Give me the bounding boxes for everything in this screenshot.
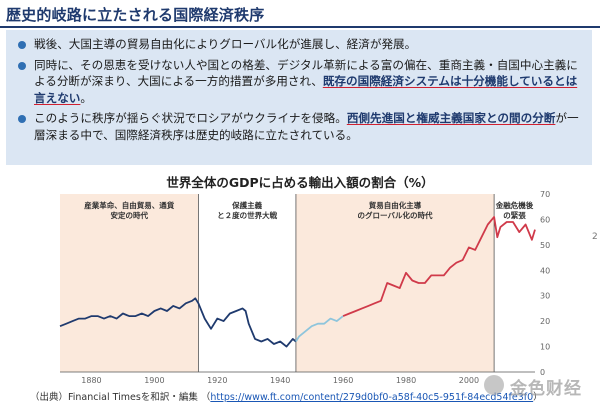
bullet-dot-icon bbox=[18, 61, 26, 70]
x-tick-label: 1880 bbox=[81, 376, 101, 385]
y-tick-label: 10 bbox=[540, 343, 550, 352]
x-tick-label: 2000 bbox=[459, 376, 479, 385]
series-line-2 bbox=[295, 315, 344, 342]
series-line-3 bbox=[342, 215, 536, 317]
bullet-highlight: 西側先進国と権威主義国家との間の分断 bbox=[346, 111, 556, 125]
bullet-highlight: 既存の国際経済システムは十分機能しているとは言えない bbox=[34, 74, 578, 105]
title-divider bbox=[0, 26, 600, 28]
bullet-text: このように秩序が揺らぐ状況でロシアがウクライナを侵略。 bbox=[34, 111, 347, 125]
era-label-2: 保護主義と２度の世界大戦 bbox=[217, 200, 277, 220]
watermark-text: 金色财经 bbox=[510, 379, 582, 399]
era-band-3 bbox=[295, 194, 495, 372]
bullet-item-3: このように秩序が揺らぐ状況でロシアがウクライナを侵略。西側先進国と権威主義国家と… bbox=[16, 110, 582, 143]
bullet-dot-icon bbox=[18, 41, 26, 49]
bullet-text-after: 。 bbox=[80, 90, 92, 105]
series-line-1 bbox=[59, 297, 297, 348]
bullet-item-2: 同時に、その恩恵を受けない人や国との格差、デジタル革新による富の偏在、重商主義・… bbox=[16, 57, 582, 107]
era-band-4 bbox=[494, 194, 535, 372]
bullet-dot-icon bbox=[18, 115, 26, 123]
page-title: 歴史的岐路に立たされる国際経済秩序 bbox=[6, 6, 265, 24]
era-band-2 bbox=[198, 194, 296, 372]
source-prefix: （出典）Financial Timesを和訳・編集 bbox=[30, 392, 198, 403]
x-tick-label: 1920 bbox=[207, 376, 227, 385]
source-link[interactable]: https://www.ft.com/content/279d0bf0-a58f… bbox=[210, 392, 534, 403]
era-band-1 bbox=[60, 194, 199, 372]
y-tick-label: 60 bbox=[540, 215, 550, 224]
chart-title: 世界全体のGDPに占める輸出入額の割合（%） bbox=[166, 175, 434, 190]
y-tick-label: 50 bbox=[540, 241, 550, 250]
trade-share-chart: 産業革命、自由貿易、通貨安定の時代 保護主義と２度の世界大戦 貿易自由化主導のグロー… bbox=[59, 190, 550, 385]
bullet-item-1: 戦後、大国主導の貿易自由化によりグローバル化が進展し、経済が発展。 bbox=[16, 36, 582, 53]
x-tick-label: 1980 bbox=[396, 376, 416, 385]
bullet-text-after: が一層深まる中で、国際経済秩序は歴史的岐路に立たされている。 bbox=[34, 111, 579, 142]
bullet-panel: 戦後、大国主導の貿易自由化によりグローバル化が進展し、経済が発展。 同時に、その… bbox=[6, 30, 592, 165]
bullet-text: 同時に、その恩恵を受けない人や国との格差、デジタル革新による富の偏在、重商主義・… bbox=[34, 57, 578, 89]
era-label-4: 金融危機後の緊張 bbox=[495, 200, 534, 220]
watermark-coin-icon bbox=[484, 375, 504, 395]
y-tick-label: 30 bbox=[540, 292, 550, 301]
y-tick-label: 40 bbox=[540, 266, 550, 275]
bullet-text: 戦後、大国主導の貿易自由化によりグローバル化が進展し、経済が発展。 bbox=[34, 37, 417, 51]
page-number: 2 bbox=[592, 232, 598, 242]
era-label-1: 産業革命、自由貿易、通貨安定の時代 bbox=[84, 200, 174, 220]
y-tick-label: 20 bbox=[540, 317, 550, 326]
x-tick-label: 1940 bbox=[270, 376, 290, 385]
source-note: （出典）Financial Timesを和訳・編集 （https://www.f… bbox=[30, 392, 543, 403]
y-tick-label: 0 bbox=[540, 368, 545, 377]
watermark-logo: 金色财经 bbox=[484, 372, 594, 399]
era-label-3: 貿易自由化主導のグローバル化の時代 bbox=[358, 200, 433, 220]
y-tick-label: 70 bbox=[540, 190, 550, 199]
x-tick-label: 1900 bbox=[144, 376, 164, 385]
x-tick-label: 1960 bbox=[333, 376, 353, 385]
